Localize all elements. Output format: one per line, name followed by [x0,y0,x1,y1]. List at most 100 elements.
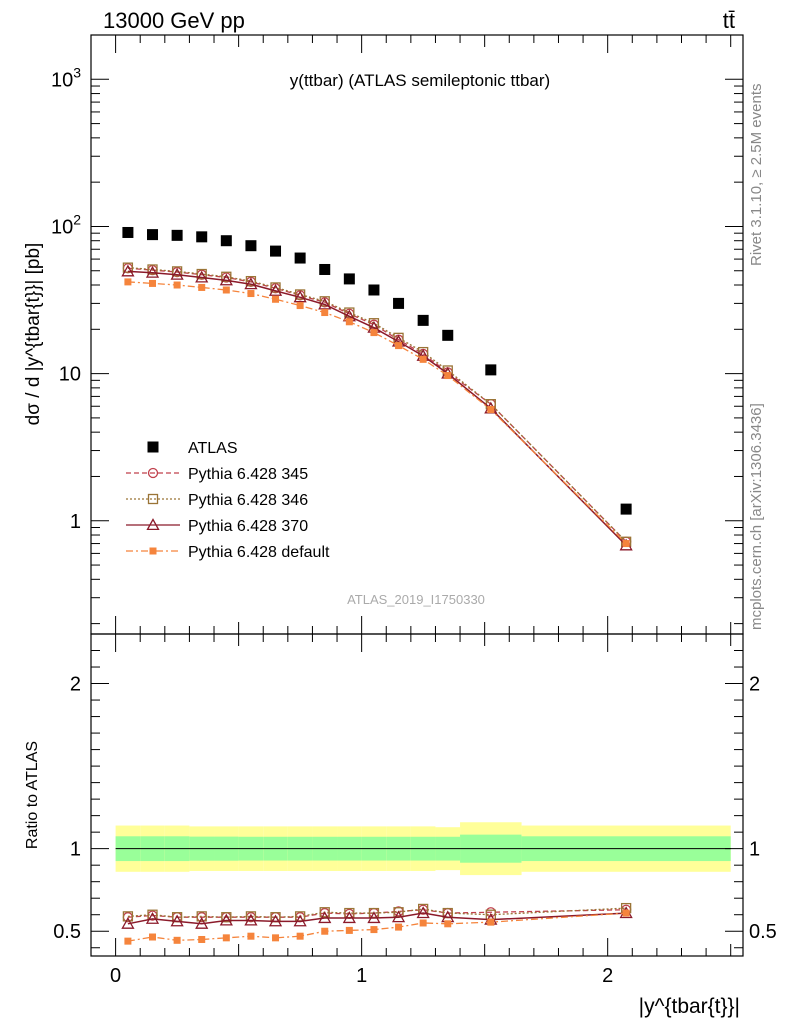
analysis-watermark: ATLAS_2019_I1750330 [347,592,485,607]
ratio-point-pdefault [321,927,329,935]
ratio-point-pdefault [198,935,206,943]
ratio-point-pdefault [149,933,157,941]
ratio-y-tick-label-left: 0.5 [53,921,81,943]
legend-label-p345: Pythia 6.428 345 [188,466,308,483]
point-pdefault [272,295,280,303]
x-tick-label: 0 [110,965,121,987]
point-p370 [293,290,307,303]
ratio-point-p370 [145,912,160,924]
ratio-line-p370 [127,912,627,925]
rivet-label: Rivet 3.1.10, ≥ 2.5M events [748,84,765,267]
series-atlas [122,226,632,515]
ratio-point-p346 [319,907,330,918]
process-label: 13000 GeV pp [103,8,245,33]
point-atlas [319,263,331,275]
point-pdefault [124,278,132,286]
ratio-point-pdefault [222,934,230,942]
x-tick-label: 1 [356,965,367,987]
point-atlas [196,231,208,243]
point-p346 [147,264,158,275]
ratio-point-pdefault [487,918,495,926]
point-pdefault [370,329,378,337]
point-p346 [245,275,257,287]
main-y-tick-exponent: 3 [73,64,81,80]
ratio-line-pdefault [127,912,627,942]
point-p346 [196,268,207,280]
main-series-layer [121,226,633,551]
point-atlas [343,273,355,285]
main-y-tick-label: 102 [51,211,81,238]
main-y-tick-exponent: 2 [73,211,81,227]
main-panel: 1 10 102 103 y(ttbar) (ATLAS semileptonic t… [23,34,744,635]
ratio-frame [90,633,744,957]
ratio-y-tick-label-left: 1 [70,839,81,861]
series-line-p346 [127,266,627,543]
point-p346 [171,266,183,277]
ratio-point-p370 [219,913,233,926]
point-atlas [620,503,632,515]
legend-marker-pdefault [149,547,157,555]
point-atlas [122,226,134,238]
point-p370 [244,277,258,290]
main-axis-ticks: 1 10 102 103 [51,34,743,634]
ratio-point-pdefault [622,909,630,917]
ratio-point-p370 [367,911,381,924]
point-atlas [270,245,282,257]
point-pdefault [247,290,255,298]
point-pdefault [622,540,630,548]
legend-label-pdefault: Pythia 6.428 default [188,544,330,561]
point-atlas [245,240,257,252]
point-p370 [195,270,209,283]
ratio-point-pdefault [272,934,280,942]
legend-marker-atlas [147,441,159,453]
point-pdefault [395,342,403,350]
point-pdefault [419,355,427,363]
legend-label-p370: Pythia 6.428 370 [188,518,308,535]
ratio-point-p370 [170,914,184,927]
x-axis-label: |y^{tbar{t}}| [639,995,740,1018]
legend-label-p346: Pythia 6.428 346 [188,492,308,509]
legend-marker-p370 [146,518,160,531]
ratio-point-pdefault [345,926,353,934]
ratio-uncertainty-bands [115,822,731,876]
ratio-panel: 0.5 0.5 1 1 2 2 0 1 2 Ratio to ATLAS |y^{tbar{t}… [24,633,777,1018]
mcplots-label: mcplots.cern.ch [arXiv:1306.3436] [748,403,765,630]
main-title: y(ttbar) (ATLAS semileptonic ttbar) [290,71,550,90]
point-pdefault [487,406,495,414]
point-pdefault [198,283,206,291]
point-p346 [221,271,232,282]
series-line-p370 [127,270,627,546]
point-pdefault [296,302,304,310]
series-line-pdefault [127,281,627,545]
series-p370 [121,264,633,551]
ratio-point-p346 [122,911,134,922]
point-atlas [368,284,380,296]
main-ylabel: dσ / d |y^{tbar{t}}| [pb] [23,243,44,426]
point-atlas [294,252,306,264]
ratio-point-pdefault [247,932,255,940]
ratio-point-p346 [221,912,232,923]
point-pdefault [149,279,157,287]
ratio-point-pdefault [173,936,181,944]
ratio-y-tick-label-right: 1 [749,839,760,861]
x-tick-label: 2 [602,965,613,987]
point-pdefault [444,372,452,380]
ratio-point-pdefault [296,932,304,940]
ratio-point-p370 [244,913,258,926]
point-atlas [393,297,405,309]
ratio-line-p346 [127,907,627,918]
ratio-axis-ticks: 0.5 0.5 1 1 2 2 0 1 2 [53,634,777,987]
point-atlas [171,229,183,241]
point-p370 [268,284,283,296]
main-y-tick-label: 10 [59,364,81,386]
point-pdefault [173,281,181,289]
legend-label-atlas: ATLAS [188,440,238,457]
ratio-point-p370 [318,911,332,924]
series-pdefault [124,278,630,548]
ratio-point-p370 [293,914,307,927]
point-pdefault [345,318,353,326]
legend: ATLAS Pythia 6.428 345 Pythia 6.428 346 Pyt… [126,440,330,561]
point-atlas [220,235,232,247]
point-p346 [270,282,281,293]
ratio-point-pdefault [395,923,403,931]
